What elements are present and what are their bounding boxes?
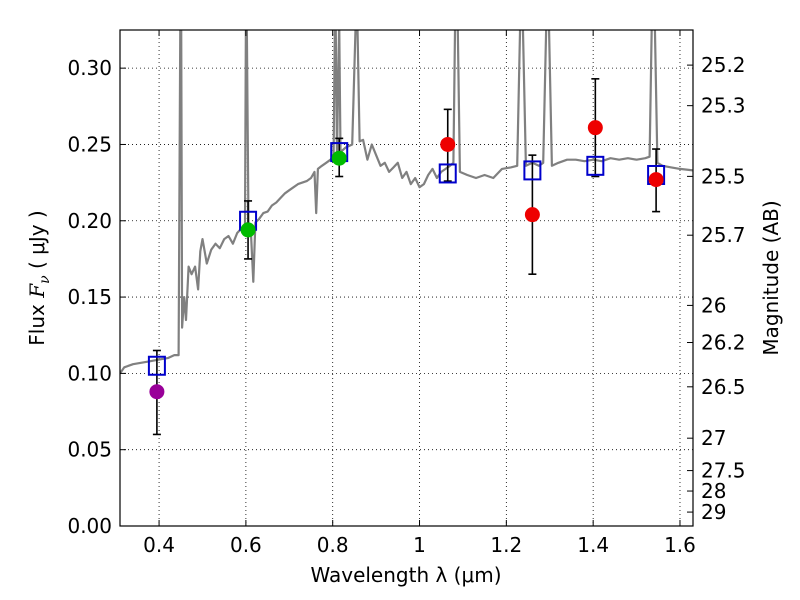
- grid-layer: [120, 30, 693, 526]
- y2-tick-label: 26.5: [701, 375, 746, 399]
- data-point-green: [240, 222, 256, 238]
- y2-tick-label: 25.2: [701, 53, 746, 77]
- x-tick-label: 0.6: [230, 533, 262, 557]
- y2-tick-label: 25.3: [701, 94, 746, 118]
- x-tick-label: 1.2: [490, 533, 522, 557]
- data-point-green: [331, 150, 347, 166]
- y2-tick-label: 25.5: [701, 164, 746, 188]
- model-spectrum-line: [120, 30, 693, 375]
- x-axis-label: Wavelength λ (μm): [310, 563, 501, 587]
- y-axis-label-suffix: ( μJy ): [25, 210, 49, 275]
- y-tick-label: 0.00: [67, 514, 112, 538]
- ticks-layer: 0.4 0.6 0.8 1 1.2 1.4 1.6 0.00 0.05 0.10 0.15 0.20 0…: [67, 30, 746, 557]
- model-band-square: [523, 160, 542, 181]
- marks-layer: [147, 78, 666, 436]
- x-tick-label: 1: [413, 533, 426, 557]
- data-point-red: [587, 120, 603, 136]
- model-band-square: [147, 355, 166, 376]
- y2-tick-label: 29: [701, 500, 726, 524]
- y-tick-label: 0.10: [67, 361, 112, 385]
- data-point-red: [524, 207, 540, 223]
- y2-tick-label: 26: [701, 293, 726, 317]
- y-axis-label: Flux Fν ( μJy ): [25, 210, 53, 345]
- x-tick-label: 0.8: [317, 533, 349, 557]
- data-point-red: [648, 172, 664, 188]
- model-band-square: [586, 155, 605, 176]
- y-tick-label: 0.20: [67, 209, 112, 233]
- data-point-purple: [149, 384, 165, 400]
- plot-frame: [119, 29, 694, 527]
- x-tick-label: 1.6: [664, 533, 696, 557]
- y-tick-label: 0.05: [67, 438, 112, 462]
- data-point-red: [440, 136, 456, 152]
- y2-tick-label: 26.2: [701, 331, 746, 355]
- x-tick-label: 1.4: [577, 533, 609, 557]
- y-axis-label-prefix: Flux: [25, 298, 49, 346]
- y2-tick-label: 25.7: [701, 223, 746, 247]
- model-band-square: [438, 163, 457, 184]
- y2-tick-label: 28: [701, 479, 726, 503]
- y-tick-label: 0.15: [67, 285, 112, 309]
- y-axis-label-sub: ν: [37, 275, 53, 284]
- x-tick-label: 0.4: [143, 533, 175, 557]
- y-tick-label: 0.25: [67, 132, 112, 156]
- y2-tick-label: 27: [701, 426, 726, 450]
- y2-axis-label: Magnitude (AB): [759, 200, 783, 355]
- model-spectrum-layer: [120, 30, 693, 375]
- y2-tick-label: 27.5: [701, 459, 746, 483]
- y-tick-label: 0.30: [67, 56, 112, 80]
- y-axis-label-var: F: [25, 283, 49, 299]
